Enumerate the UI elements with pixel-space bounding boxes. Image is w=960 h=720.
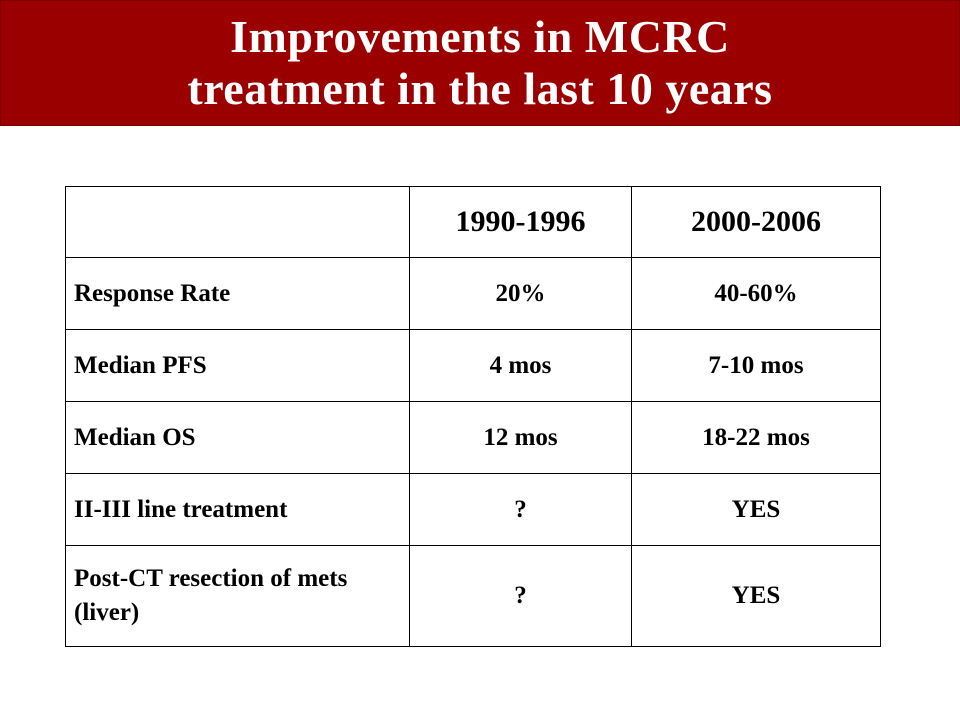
cell-value: 18-22 mos [631, 401, 881, 474]
cell-value: YES [631, 545, 881, 647]
cell-value: 4 mos [409, 329, 632, 402]
row-label-line-treatment: II-III line treatment [65, 473, 410, 546]
table-row: Post-CT resection of mets (liver) ? YES [65, 545, 881, 647]
table-row: Median OS 12 mos 18-22 mos [65, 401, 881, 474]
cell-value: YES [631, 473, 881, 546]
row-label-response-rate: Response Rate [65, 257, 410, 330]
cell-value: 40-60% [631, 257, 881, 330]
slide-title-line-2: treatment in the last 10 years [187, 63, 773, 114]
header-period-1990-1996: 1990-1996 [409, 186, 632, 258]
table-header-row: 1990-1996 2000-2006 [65, 186, 881, 258]
row-label-median-os: Median OS [65, 401, 410, 474]
cell-value: 20% [409, 257, 632, 330]
row-label-post-ct-resection: Post-CT resection of mets (liver) [65, 545, 410, 647]
comparison-table: 1990-1996 2000-2006 Response Rate 20% 40… [65, 186, 881, 647]
title-banner: Improvements in MCRC treatment in the la… [0, 0, 960, 126]
cell-value: ? [409, 473, 632, 546]
cell-value: ? [409, 545, 632, 647]
header-empty-cell [65, 186, 410, 258]
table-row: II-III line treatment ? YES [65, 473, 881, 546]
table-row: Response Rate 20% 40-60% [65, 257, 881, 330]
slide-title-line-1: Improvements in MCRC [230, 11, 730, 62]
table-row: Median PFS 4 mos 7-10 mos [65, 329, 881, 402]
cell-value: 7-10 mos [631, 329, 881, 402]
row-label-median-pfs: Median PFS [65, 329, 410, 402]
cell-value: 12 mos [409, 401, 632, 474]
header-period-2000-2006: 2000-2006 [631, 186, 881, 258]
